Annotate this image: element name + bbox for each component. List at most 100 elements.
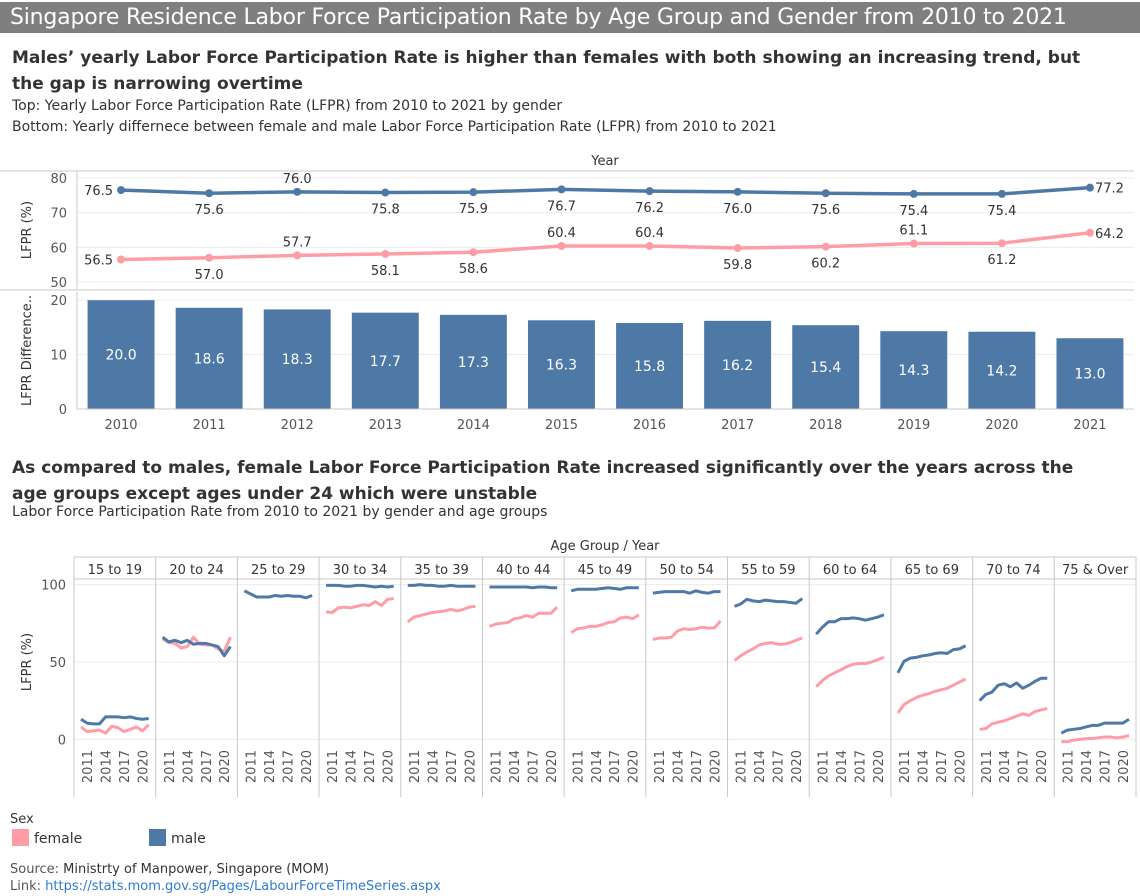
y-tick-label: 20 <box>50 294 67 309</box>
age-group-header: 60 to 64 <box>823 563 877 578</box>
data-point-female <box>997 239 1006 248</box>
data-point-male <box>205 189 214 198</box>
data-label-female: 58.1 <box>371 264 400 279</box>
age-group-header: 45 to 49 <box>578 563 632 578</box>
bar-value-label: 15.8 <box>634 359 665 375</box>
year-tick-label: 2017 <box>445 750 460 783</box>
data-point-female <box>293 251 302 260</box>
age-line-male <box>243 589 313 600</box>
difference-bar <box>616 323 684 409</box>
data-point-female <box>557 241 566 250</box>
year-tick-label: 2020 <box>382 750 397 783</box>
difference-bar <box>1056 338 1124 409</box>
age-line-male <box>489 585 558 590</box>
year-tick-label: 2011 <box>571 750 586 783</box>
data-label-male: 75.9 <box>459 202 488 217</box>
data-label-female: 57.7 <box>283 235 312 250</box>
year-tick-label: 2020 <box>1117 750 1132 783</box>
age-group-header: 35 to 39 <box>414 563 468 578</box>
y-axis-label: LFPR Difference.. <box>20 295 35 406</box>
x-tick-label: 2016 <box>633 418 666 433</box>
y-axis-label: LFPR (%) <box>20 201 35 259</box>
series-line-male <box>120 185 1091 196</box>
year-tick-label: 2011 <box>490 750 505 783</box>
year-tick-label: 2020 <box>790 750 805 783</box>
data-label-female: 60.4 <box>547 226 576 241</box>
year-tick-label: 2014 <box>426 750 441 783</box>
x-tick-label: 2018 <box>809 418 842 433</box>
year-tick-label: 2011 <box>735 750 750 783</box>
age-group-header: 70 to 74 <box>986 563 1040 578</box>
age-group-header: 75 & Over <box>1062 563 1129 578</box>
legend-swatch-female[interactable] <box>12 829 29 846</box>
age-line-male <box>815 613 885 636</box>
bar-value-label: 14.2 <box>986 363 1017 379</box>
data-label-female: 61.2 <box>987 253 1016 268</box>
data-label-female: 57.0 <box>195 268 224 283</box>
year-tick-label: 2014 <box>508 750 523 783</box>
x-tick-label: 2019 <box>897 418 930 433</box>
year-tick-label: 2011 <box>408 750 423 783</box>
age-group-header: 55 to 59 <box>741 563 795 578</box>
legend-label-female[interactable]: female <box>34 831 83 847</box>
year-tick-label: 2014 <box>590 750 605 783</box>
age-group-header: 50 to 54 <box>659 563 713 578</box>
difference-bar <box>968 331 1036 409</box>
data-point-female <box>821 242 830 251</box>
age-line-male <box>896 644 967 674</box>
y-tick-label: 0 <box>59 403 67 418</box>
difference-bar <box>880 331 948 409</box>
data-label-female: 56.5 <box>84 254 113 269</box>
year-tick-label: 2014 <box>835 750 850 783</box>
year-tick-label: 2014 <box>263 750 278 783</box>
legend-label-male[interactable]: male <box>171 831 206 847</box>
difference-bar <box>87 300 155 409</box>
year-tick-label: 2020 <box>953 750 968 783</box>
data-label-male: 76.5 <box>84 184 113 199</box>
data-point-female <box>1085 228 1094 237</box>
bar-value-label: 17.3 <box>458 355 489 371</box>
bar-value-label: 16.3 <box>546 358 577 374</box>
year-tick-label: 2020 <box>137 750 152 783</box>
y-tick-label: 0 <box>58 733 66 748</box>
data-label-male: 75.4 <box>899 204 928 219</box>
age-line-male <box>570 586 639 593</box>
gender-lfpr-chart: Year 50 60 70 80 LFPR (%) 76.5 75.6 76.0 75.8 75.9… <box>0 154 1134 433</box>
section2-headline: As compared to males, female Labor Force… <box>12 458 1074 504</box>
y-axis-label: LFPR (%) <box>20 633 35 691</box>
age-line-female <box>1061 734 1130 744</box>
section1-subtitle-top: Top: Yearly Labor Force Participation Ra… <box>12 98 563 114</box>
data-point-male <box>821 189 830 198</box>
difference-bar <box>263 309 331 409</box>
year-tick-label: 2011 <box>326 750 341 783</box>
data-label-male: 76.2 <box>635 201 664 216</box>
age-line-female <box>80 723 150 735</box>
x-tick-label: 2010 <box>104 418 137 433</box>
year-tick-label: 2017 <box>935 750 950 783</box>
bar-value-label: 17.7 <box>370 354 401 370</box>
age-line-female <box>406 604 476 623</box>
data-label-male: 75.8 <box>371 203 400 218</box>
age-group-header: 15 to 19 <box>88 563 142 578</box>
x-tick-label: 2011 <box>193 418 226 433</box>
dashboard-title: Singapore Residence Labor Force Particip… <box>10 5 1067 30</box>
age-group-header: 20 to 24 <box>169 563 223 578</box>
age-line-female <box>570 613 640 634</box>
age-group-header: 25 to 29 <box>251 563 305 578</box>
data-point-female <box>645 241 654 250</box>
data-point-male <box>997 189 1006 198</box>
year-tick-label: 2017 <box>853 750 868 783</box>
data-label-female: 64.2 <box>1095 227 1124 242</box>
source-link[interactable]: https://stats.mom.gov.sg/Pages/LabourFor… <box>45 879 441 894</box>
data-label-male: 75.4 <box>987 204 1016 219</box>
year-tick-label: 2017 <box>1017 750 1032 783</box>
link-label: Link: <box>10 879 42 894</box>
data-point-female <box>733 244 742 253</box>
y-tick-label: 80 <box>50 172 67 187</box>
bar-value-label: 18.6 <box>194 351 225 367</box>
legend-swatch-male[interactable] <box>149 829 166 846</box>
data-point-female <box>117 255 126 264</box>
data-point-male <box>557 185 566 194</box>
year-tick-label: 2017 <box>363 750 378 783</box>
data-point-male <box>645 187 654 196</box>
